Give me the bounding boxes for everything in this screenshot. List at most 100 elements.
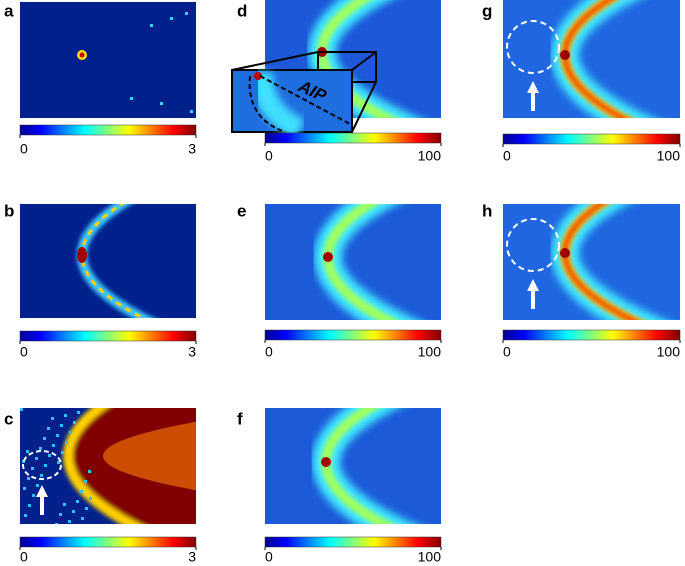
speck: [26, 450, 29, 453]
speck: [59, 513, 62, 516]
speck: [72, 510, 75, 513]
colorbar-tick-label: 3: [188, 344, 196, 360]
heatmap: [20, 2, 196, 118]
colorbar-tick-label: 100: [418, 549, 442, 565]
hotspot: [321, 457, 331, 467]
colorbar-tick-label: 0: [265, 344, 273, 360]
speck: [43, 437, 46, 440]
speck: [150, 24, 153, 27]
speck: [39, 447, 42, 450]
speck: [56, 434, 59, 437]
speck: [190, 110, 193, 113]
inset-axis: [259, 75, 351, 125]
speck: [85, 507, 88, 510]
speck: [84, 480, 87, 483]
colorbar-tick-label: 0: [503, 344, 511, 360]
colorbar-tick-label: 100: [418, 148, 442, 164]
panel-label: b: [4, 201, 14, 220]
marker-circle: [506, 218, 560, 272]
marker-circle: [22, 450, 62, 480]
speck: [76, 500, 79, 503]
hotspot: [560, 50, 570, 60]
panel-label: f: [237, 409, 243, 428]
colorbar-tick-label: 100: [418, 344, 442, 360]
shock-inner: [103, 421, 196, 491]
colorbar: [264, 536, 442, 548]
colorbar: [502, 133, 681, 145]
arrow: [527, 279, 539, 309]
inset-arc: [248, 75, 286, 133]
colorbar: [502, 329, 681, 341]
colorbar: [19, 330, 197, 342]
heatmap: [20, 204, 196, 318]
speck: [63, 503, 66, 506]
speck: [20, 408, 23, 411]
panel-label: g: [482, 1, 492, 20]
speck: [170, 17, 173, 20]
heatmap: [20, 408, 196, 524]
arrow: [527, 81, 539, 111]
hotspot: [560, 248, 570, 258]
heatmap-bg: [20, 2, 196, 118]
speck: [22, 460, 25, 463]
panel: f 0 100: [237, 408, 442, 565]
arrow: [36, 485, 48, 515]
colorbar: [19, 536, 197, 548]
inset-band: [250, 71, 306, 140]
hotspot: [77, 247, 87, 263]
speck: [28, 504, 31, 507]
panel: b 0 3: [4, 201, 197, 360]
colorbar-tick-label: 0: [20, 344, 28, 360]
colorbar-tick-label: 0: [265, 549, 273, 565]
hotspot-core: [79, 52, 85, 58]
inset-hotspot: [254, 72, 262, 80]
colorbar: [264, 329, 442, 341]
panel: e 0 100: [237, 201, 442, 360]
speck: [32, 494, 35, 497]
speck: [69, 431, 72, 434]
colorbar-tick-label: 0: [20, 549, 28, 565]
speck: [73, 421, 76, 424]
speck: [47, 427, 50, 430]
speck: [160, 102, 163, 105]
panel: a 0 3: [4, 1, 197, 157]
colorbar-tick-label: 100: [657, 148, 681, 164]
speck: [35, 457, 38, 460]
speck: [64, 414, 67, 417]
speck: [23, 487, 26, 490]
zoom-lines: [231, 51, 377, 133]
speck: [60, 424, 63, 427]
speck: [27, 477, 30, 480]
speck: [52, 444, 55, 447]
panel: g 0 100: [482, 0, 681, 164]
speck: [24, 514, 27, 517]
heatmap: [265, 408, 441, 524]
panel-label: d: [237, 1, 247, 20]
colorbar-tick-label: 3: [188, 141, 196, 157]
panel-label: c: [4, 409, 13, 428]
heatmap: [503, 0, 680, 118]
speck: [51, 417, 54, 420]
colorbar-tick-label: 0: [503, 148, 511, 164]
heatmap: [265, 204, 441, 320]
speck: [88, 470, 91, 473]
colorbar-tick-label: 0: [265, 148, 273, 164]
speck: [31, 467, 34, 470]
panel-label: h: [482, 201, 492, 220]
speck: [80, 490, 83, 493]
speck: [48, 454, 51, 457]
speck: [61, 451, 64, 454]
colorbar: [264, 132, 442, 144]
speck: [77, 411, 80, 414]
heatmap: [503, 204, 680, 320]
speck: [65, 441, 68, 444]
panel-label: a: [4, 1, 14, 20]
colorbar-tick-label: 100: [657, 344, 681, 360]
speck: [36, 484, 39, 487]
colorbar-tick-label: 3: [188, 549, 196, 565]
speck: [44, 464, 47, 467]
speck: [185, 12, 188, 15]
colorbar-tick-label: 0: [20, 141, 28, 157]
